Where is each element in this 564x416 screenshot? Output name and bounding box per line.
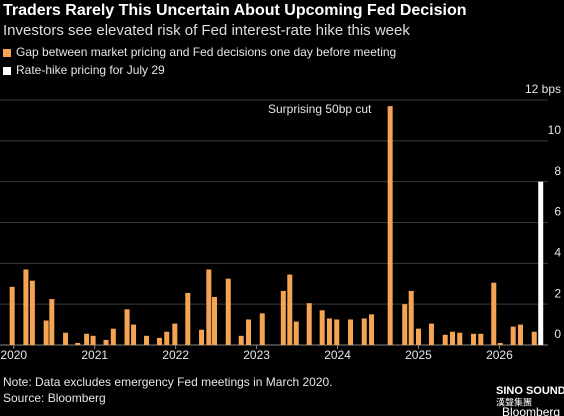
bar bbox=[131, 324, 137, 345]
y-tick-label: 10 bbox=[548, 123, 562, 137]
y-tick-label: 2 bbox=[554, 286, 561, 300]
bar bbox=[369, 314, 375, 345]
chart-subtitle: Investors see elevated risk of Fed inter… bbox=[3, 22, 410, 39]
x-tick-label: 2026 bbox=[486, 348, 513, 362]
bar bbox=[259, 313, 265, 345]
bar bbox=[334, 319, 340, 345]
bar bbox=[238, 335, 244, 345]
bar bbox=[110, 328, 116, 345]
legend-swatch bbox=[3, 67, 11, 75]
bar bbox=[103, 339, 109, 345]
y-tick-label: 12 bps bbox=[525, 82, 561, 96]
bar bbox=[510, 326, 516, 345]
bar bbox=[280, 290, 286, 345]
bar bbox=[402, 304, 408, 345]
bar bbox=[9, 286, 15, 345]
bar bbox=[497, 342, 503, 345]
x-tick-label: 2024 bbox=[324, 348, 351, 362]
bar bbox=[43, 320, 49, 345]
bar bbox=[90, 335, 96, 345]
chart-title: Traders Rarely This Uncertain About Upco… bbox=[3, 2, 467, 19]
bar bbox=[199, 329, 205, 345]
bar bbox=[442, 334, 448, 345]
note: Note: Data excludes emergency Fed meetin… bbox=[3, 375, 333, 389]
bar bbox=[49, 299, 55, 345]
x-tick-label: 2025 bbox=[405, 348, 432, 362]
bar bbox=[538, 181, 544, 345]
bar bbox=[306, 303, 312, 345]
bar bbox=[84, 333, 90, 345]
x-tick-label: 2020 bbox=[0, 348, 27, 362]
annotation: Surprising 50bp cut bbox=[268, 102, 372, 116]
bar bbox=[185, 292, 191, 345]
bar bbox=[387, 106, 393, 345]
x-tick-label: 2022 bbox=[162, 348, 189, 362]
bar bbox=[449, 331, 455, 345]
bar bbox=[361, 318, 367, 345]
bar bbox=[478, 333, 484, 345]
legend-swatch bbox=[3, 49, 11, 57]
bar bbox=[164, 331, 170, 345]
bar bbox=[124, 309, 130, 345]
legend-label: Gap between market pricing and Fed decis… bbox=[16, 45, 396, 59]
bar bbox=[428, 323, 434, 345]
y-tick-label: 6 bbox=[554, 205, 561, 219]
bar bbox=[156, 337, 162, 345]
bar bbox=[212, 297, 218, 345]
x-tick-label: 2023 bbox=[243, 348, 270, 362]
bar bbox=[491, 282, 497, 345]
source: Source: Bloomberg bbox=[3, 391, 106, 405]
bar bbox=[531, 331, 537, 345]
bar bbox=[408, 290, 414, 345]
legend-label: Rate-hike pricing for July 29 bbox=[16, 63, 165, 77]
bar bbox=[287, 274, 293, 345]
bar bbox=[471, 333, 477, 345]
bar bbox=[172, 323, 178, 345]
bar bbox=[23, 269, 29, 345]
y-tick-label: 8 bbox=[554, 164, 561, 178]
bar bbox=[246, 319, 252, 345]
x-tick-label: 2021 bbox=[81, 348, 108, 362]
bar bbox=[415, 328, 421, 345]
bar bbox=[457, 332, 463, 345]
bar bbox=[63, 332, 69, 345]
logo-subtext: 漢聲集團 bbox=[496, 396, 532, 407]
y-tick-label: 4 bbox=[554, 246, 561, 260]
y-tick-label: 0 bbox=[554, 327, 561, 341]
bar bbox=[225, 278, 231, 345]
bar bbox=[326, 318, 332, 345]
logo-text: SINO SOUND bbox=[496, 385, 564, 397]
bar bbox=[29, 280, 35, 345]
bar bbox=[319, 310, 325, 345]
bar bbox=[206, 269, 212, 345]
bar bbox=[347, 319, 353, 345]
bar bbox=[75, 342, 81, 345]
bar bbox=[517, 324, 523, 345]
brand: Bloomberg bbox=[502, 405, 560, 416]
bar bbox=[144, 335, 150, 345]
bar bbox=[293, 321, 299, 345]
